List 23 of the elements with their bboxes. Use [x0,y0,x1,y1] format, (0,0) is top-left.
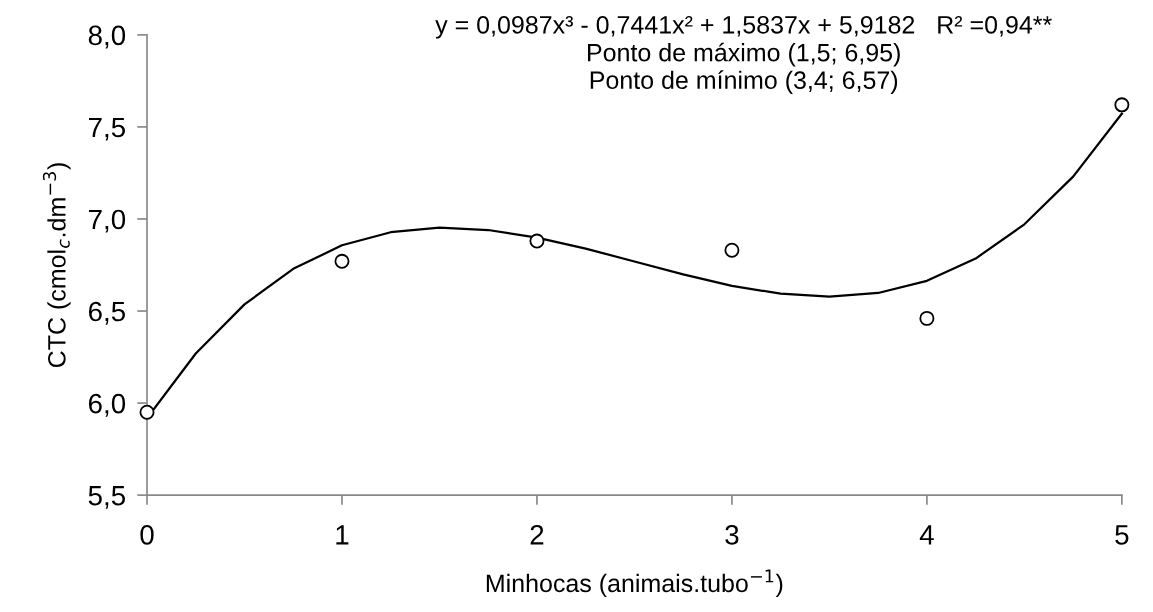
annotation: y = 0,0987x³ - 0,7441x² + 1,5837x + 5,9182 R² =0,94** [435,15,1052,39]
y-tick-label: 8,0 [88,25,126,49]
x-tick-label: 3 [725,525,739,545]
y-tick-label: 6,5 [88,301,126,325]
y-tick-label: 6,0 [88,393,126,417]
y-axis-title: CTC (cmol$_{c}$.dm$^{−3}$) [42,163,71,368]
point [529,233,545,249]
point [334,253,350,269]
y-tick-label: 5,5 [88,486,126,509]
annotation: Ponto de mínimo (3,4; 6,57) [590,70,898,94]
annotation: Ponto de máximo (1,5; 6,95) [588,42,900,67]
x-tick-label: 4 [919,525,934,545]
x-tick-label: 0 [140,525,154,545]
point [139,404,155,420]
x-tick-label: 2 [530,525,544,545]
x-tick-label: 5 [1115,525,1129,545]
point [724,242,740,258]
point [1114,97,1130,113]
y-tick-label: 7,0 [88,209,126,233]
x-axis-title: Minhocas (animais.tubo$^{−1}$) [486,569,783,598]
y-tick-label: 7,5 [88,117,126,141]
point [919,310,935,326]
x-tick-label: 1 [336,525,349,545]
